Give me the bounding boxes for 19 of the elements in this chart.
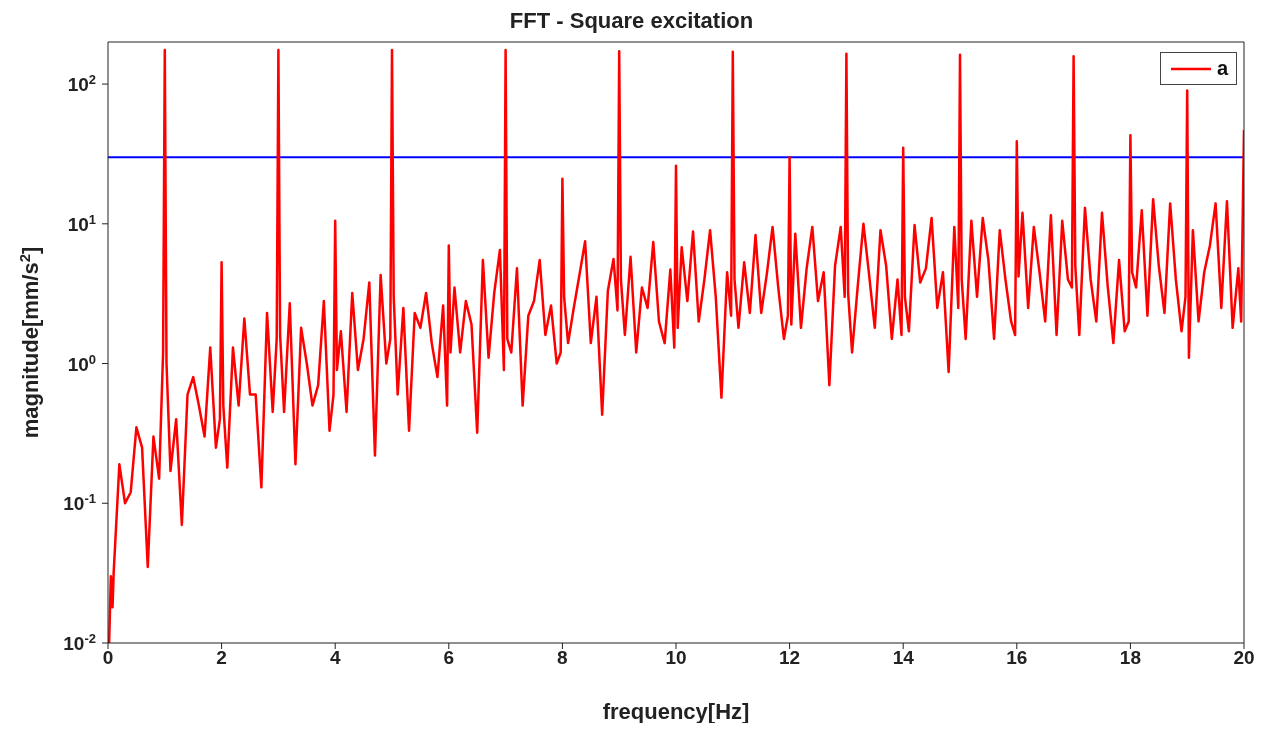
chart-title: FFT - Square excitation: [508, 8, 755, 34]
x-tick-label: 6: [443, 647, 455, 669]
x-tick-label: 8: [557, 647, 568, 669]
x-tick-label: 10: [665, 647, 687, 669]
y-tick-label: 10$^{-2}$: [63, 630, 96, 654]
y-tick-label: 10$^{2}$: [67, 71, 96, 96]
x-tick-label: 14: [892, 647, 915, 669]
x-axis-title: frequency[Hz]: [602, 699, 750, 724]
x-tick-label: 18: [1119, 647, 1141, 669]
y-tick-label: 10$^{1}$: [67, 211, 96, 235]
x-tick-label: 20: [1233, 647, 1255, 669]
legend-label: a: [1216, 57, 1228, 80]
x-tick-label: 16: [1006, 647, 1028, 669]
y-tick-label: 10$^{-1}$: [63, 490, 96, 515]
x-tick-label: 12: [779, 647, 801, 669]
x-tick-label: 4: [329, 647, 341, 669]
x-tick-label: 0: [102, 647, 114, 669]
x-tick-label: 2: [216, 647, 227, 669]
y-tick-label: 10$^{0}$: [67, 351, 96, 375]
